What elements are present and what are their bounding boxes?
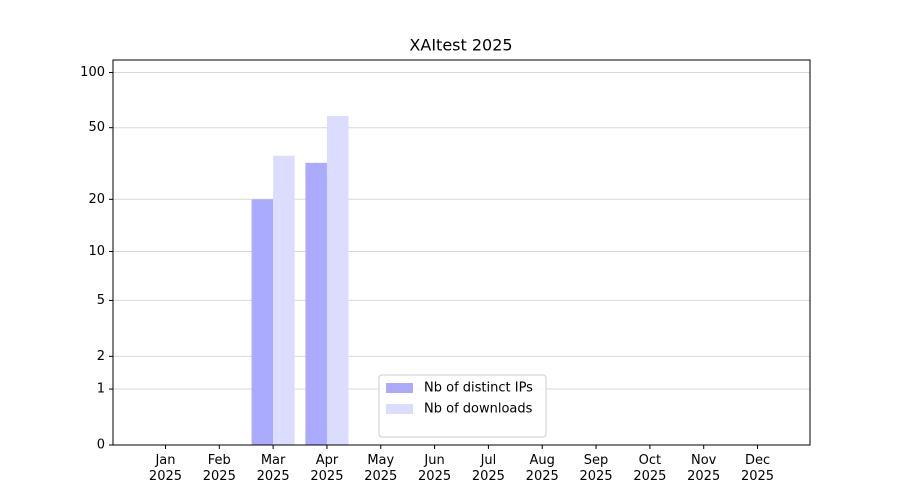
y-tick-label: 50 — [88, 120, 105, 135]
x-tick-label: Sep 2025 — [579, 453, 613, 484]
bar — [251, 199, 274, 445]
y-tick-label: 10 — [88, 244, 105, 259]
y-tick-label: 1 — [97, 382, 105, 397]
y-tick-label: 2 — [97, 349, 105, 364]
y-tick-label: 20 — [88, 192, 105, 207]
x-tick-label: Jun 2025 — [418, 453, 452, 484]
x-tick-label: Aug 2025 — [525, 453, 559, 484]
x-tick-label: Jan 2025 — [148, 453, 183, 484]
x-tick-label: Oct 2025 — [633, 453, 667, 484]
legend-box — [378, 374, 547, 438]
x-tick-label: Apr 2025 — [310, 453, 344, 484]
chart-title: XAItest 2025 — [409, 36, 512, 55]
bar — [273, 155, 295, 445]
y-tick-label: 100 — [80, 65, 105, 80]
plot-frame — [112, 59, 811, 446]
bar — [326, 115, 349, 446]
legend-swatch — [386, 404, 413, 414]
y-tick-label: 5 — [97, 293, 105, 308]
x-tick-label: Mar 2025 — [256, 453, 290, 484]
x-tick-label: Dec 2025 — [740, 453, 775, 484]
x-tick-label: Jul 2025 — [471, 453, 505, 484]
x-tick-label: Nov 2025 — [687, 453, 721, 484]
legend-swatch — [386, 383, 413, 393]
legend-label: Nb of distinct IPs — [424, 381, 533, 396]
legend-label: Nb of downloads — [424, 402, 533, 417]
x-tick-label: May 2025 — [364, 453, 398, 484]
x-tick-label: Feb 2025 — [202, 453, 236, 484]
y-tick-label: 0 — [97, 438, 105, 453]
legend: Nb of distinct IPs Nb of downloads — [378, 374, 547, 438]
bar — [305, 162, 327, 445]
